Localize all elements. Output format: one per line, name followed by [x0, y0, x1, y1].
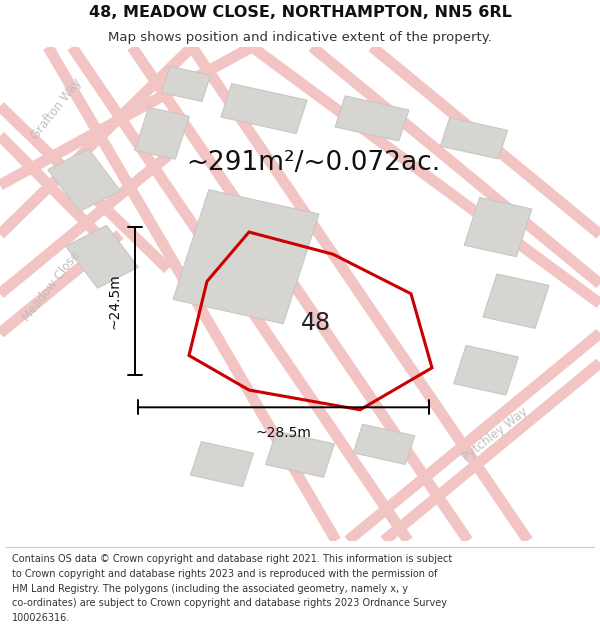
Polygon shape	[335, 96, 409, 141]
Text: ~28.5m: ~28.5m	[256, 426, 311, 440]
Text: Grafton Way: Grafton Way	[29, 76, 85, 141]
Text: co-ordinates) are subject to Crown copyright and database rights 2023 Ordnance S: co-ordinates) are subject to Crown copyr…	[12, 598, 447, 608]
Text: to Crown copyright and database rights 2023 and is reproduced with the permissio: to Crown copyright and database rights 2…	[12, 569, 437, 579]
Polygon shape	[48, 149, 120, 212]
Text: 48: 48	[301, 311, 331, 335]
Polygon shape	[353, 424, 415, 464]
Polygon shape	[464, 198, 532, 257]
Text: HM Land Registry. The polygons (including the associated geometry, namely x, y: HM Land Registry. The polygons (includin…	[12, 584, 408, 594]
Polygon shape	[190, 442, 254, 486]
Text: Contains OS data © Crown copyright and database right 2021. This information is : Contains OS data © Crown copyright and d…	[12, 554, 452, 564]
Polygon shape	[135, 107, 189, 159]
Polygon shape	[66, 226, 138, 288]
Text: 100026316.: 100026316.	[12, 613, 70, 623]
Text: 48, MEADOW CLOSE, NORTHAMPTON, NN5 6RL: 48, MEADOW CLOSE, NORTHAMPTON, NN5 6RL	[89, 4, 511, 19]
Polygon shape	[266, 431, 334, 478]
Text: ~24.5m: ~24.5m	[108, 273, 122, 329]
Text: Pytchley Way: Pytchley Way	[460, 405, 530, 464]
Polygon shape	[483, 274, 549, 328]
Text: Meadow Close: Meadow Close	[20, 249, 82, 324]
Text: Map shows position and indicative extent of the property.: Map shows position and indicative extent…	[108, 31, 492, 44]
Polygon shape	[454, 346, 518, 395]
Polygon shape	[161, 66, 211, 101]
Polygon shape	[221, 84, 307, 134]
Polygon shape	[440, 118, 508, 159]
Polygon shape	[173, 190, 319, 324]
Text: ~291m²/~0.072ac.: ~291m²/~0.072ac.	[186, 150, 440, 176]
